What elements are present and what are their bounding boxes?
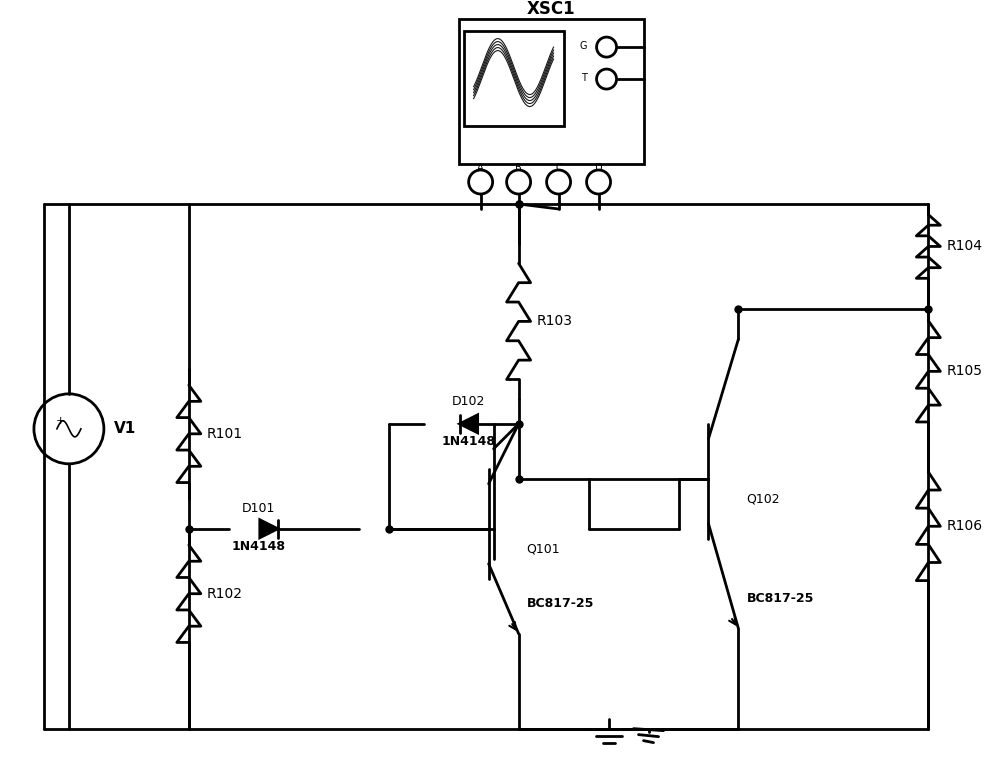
Text: Q101: Q101: [527, 543, 560, 556]
Text: R102: R102: [207, 587, 243, 600]
Text: 1N4148: 1N4148: [442, 435, 496, 448]
Text: G: G: [579, 41, 586, 51]
Text: R106: R106: [946, 519, 982, 533]
Bar: [463, 31, 563, 126]
Bar: [458, 19, 644, 164]
Text: BC817-25: BC817-25: [746, 592, 814, 605]
Text: V1: V1: [114, 422, 137, 436]
Polygon shape: [259, 520, 278, 538]
Text: B: B: [515, 163, 522, 173]
Text: BC817-25: BC817-25: [527, 597, 594, 610]
Text: D101: D101: [243, 502, 275, 515]
Text: Q102: Q102: [746, 492, 780, 505]
Text: R103: R103: [537, 314, 572, 329]
Text: D: D: [595, 163, 602, 173]
Text: D102: D102: [452, 396, 485, 409]
Text: C: C: [555, 163, 562, 173]
Text: R105: R105: [946, 365, 982, 378]
Text: 1N4148: 1N4148: [232, 540, 286, 553]
Text: +: +: [56, 416, 65, 426]
Text: R101: R101: [207, 427, 243, 441]
Text: T: T: [581, 73, 586, 83]
Polygon shape: [459, 415, 477, 433]
Text: A: A: [477, 163, 484, 173]
Text: XSC1: XSC1: [527, 0, 575, 18]
Text: R104: R104: [946, 240, 982, 253]
